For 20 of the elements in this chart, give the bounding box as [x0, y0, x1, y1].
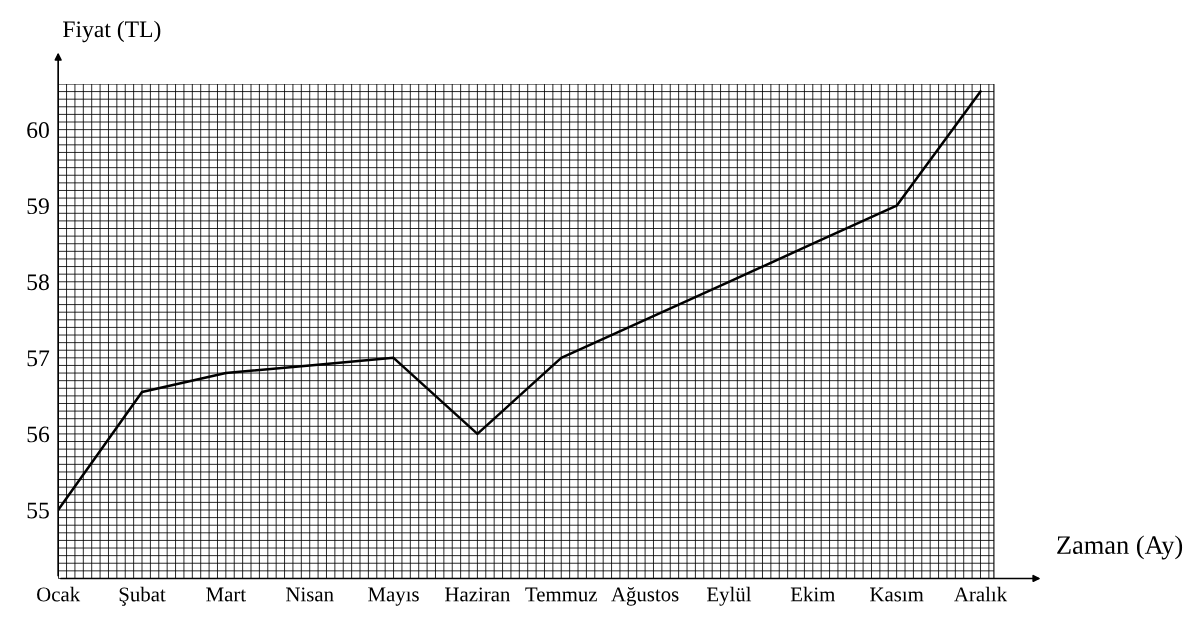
y-tick-label: 57: [27, 350, 50, 367]
x-tick-label: Ocak: [37, 586, 81, 602]
x-axis-title: Zaman (Ay): [1057, 535, 1183, 560]
x-tick-label: Ekim: [790, 586, 836, 602]
y-tick-label: 55: [27, 502, 49, 519]
y-tick-label: 60: [27, 122, 49, 139]
y-tick-label: 59: [27, 198, 49, 215]
x-tick-label: Şubat: [119, 586, 166, 606]
x-tick-label: Nisan: [286, 587, 334, 602]
x-tick-label: Kasım: [870, 587, 924, 602]
x-tick-label: Mart: [206, 587, 246, 602]
x-tick-label: Temmuz: [525, 587, 597, 602]
y-tick-label: 56: [27, 426, 50, 443]
y-axis-title: Fiyat (TL): [63, 20, 161, 43]
x-tick-label: Aralık: [954, 586, 1008, 602]
x-tick-label: Mayıs: [368, 587, 419, 606]
y-tick-label: 58: [27, 274, 49, 291]
x-tick-label: Ağustos: [611, 586, 679, 606]
x-tick-label: Haziran: [445, 587, 511, 602]
x-tick-label: Eylül: [706, 586, 752, 606]
